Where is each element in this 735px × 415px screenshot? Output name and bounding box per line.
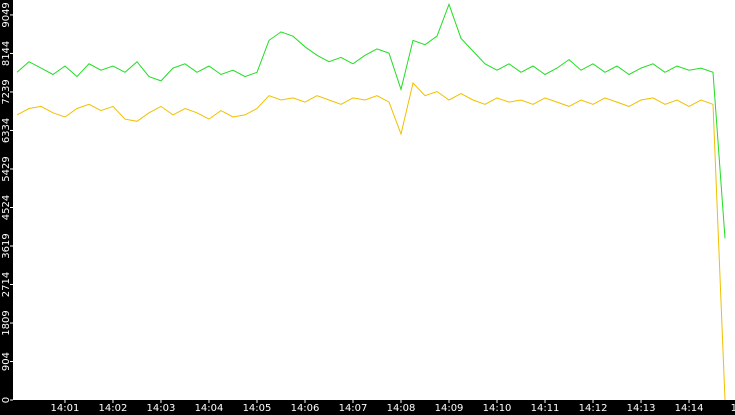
y-tick-label: 5429 [1,156,12,181]
x-tick-label: 14:07 [339,403,368,414]
y-tick-label: 6334 [1,118,12,143]
x-tick-label: 14:05 [243,403,272,414]
y-tick-label: 2714 [1,272,12,297]
y-tick-label: 7239 [1,79,12,104]
series-line [16,81,726,401]
y-tick-label: 9049 [1,2,12,27]
x-tick-label: 14:01 [51,403,80,414]
y-tick-label: 8144 [1,41,12,66]
y-tick-label: 1809 [1,310,12,335]
y-tick-label: 3619 [1,233,12,258]
x-axis-band [0,400,735,415]
y-tick-label: 0 [1,397,12,403]
series-line [16,2,726,239]
x-tick-label: 14:03 [147,403,176,414]
x-tick-label: 14:09 [435,403,464,414]
x-tick-label: 14:13 [627,403,656,414]
x-tick-label: 14:02 [99,403,128,414]
y-tick-label: 4524 [1,195,12,220]
x-tick-label: 14:14 [675,403,704,414]
x-tick-label: 14:08 [387,403,416,414]
y-tick-label: 904 [1,352,12,371]
x-tick-label: 14:04 [195,403,224,414]
x-tick-label: 14 [731,403,735,414]
x-tick-label: 14:12 [579,403,608,414]
x-tick-label: 14:11 [531,403,560,414]
x-tick-label: 14:06 [291,403,320,414]
x-tick-label: 14:10 [483,403,512,414]
y-axis-band [0,0,13,415]
